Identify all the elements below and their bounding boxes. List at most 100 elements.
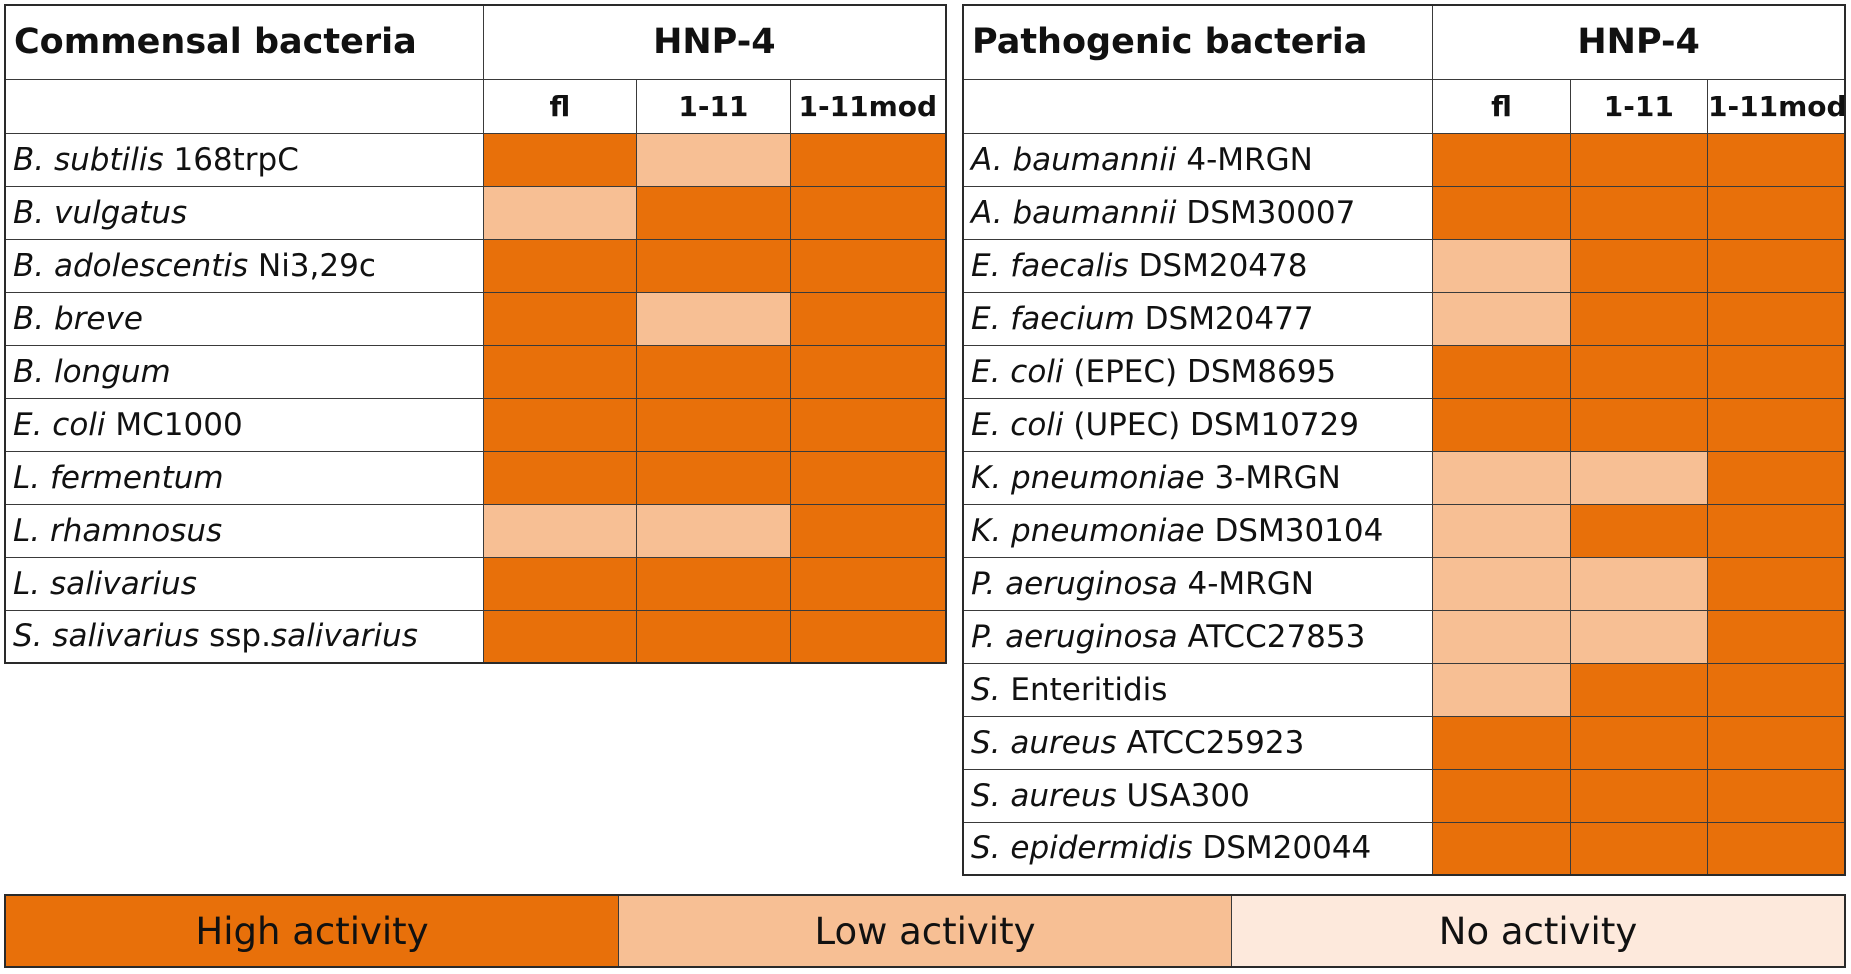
table-row: E. coli (UPEC) DSM10729: [962, 397, 1846, 452]
species-name: E. faecalis: [971, 247, 1129, 284]
heat-cell: [482, 556, 638, 611]
heat-cell: [789, 185, 947, 240]
table-row: E. faecium DSM20477: [962, 291, 1846, 346]
strain-name: 168trpC: [173, 141, 299, 178]
heat-cell: [1569, 609, 1709, 664]
strain-name: DSM30007: [1186, 194, 1356, 231]
bacteria-name: E. coli (EPEC) DSM8695: [962, 344, 1434, 399]
heat-cell: [789, 397, 947, 452]
pathogenic-heatmap-table: Pathogenic bacteria HNP-4 fl 1-11 1-11mo…: [962, 4, 1847, 876]
heat-cell: [1432, 238, 1571, 293]
table-row: K. pneumoniae 3-MRGN: [962, 450, 1846, 505]
table-row: S. salivarius ssp.salivarius: [4, 609, 947, 664]
commensal-col-1-11mod: 1-11mod: [789, 78, 947, 134]
strain-name: MC1000: [115, 406, 243, 443]
table-row: P. aeruginosa ATCC27853: [962, 609, 1846, 664]
bacteria-name: A. baumannii DSM30007: [962, 185, 1434, 240]
strain-name: DSM20478: [1138, 247, 1308, 284]
heat-cell: [1569, 291, 1709, 346]
table-row: L. rhamnosus: [4, 503, 947, 558]
species-name: L. rhamnosus: [13, 512, 223, 549]
species-name: A. baumannii: [971, 194, 1177, 231]
heat-cell: [1569, 503, 1709, 558]
species-name: S. epidermidis: [971, 830, 1193, 867]
table-row: E. coli (EPEC) DSM8695: [962, 344, 1846, 399]
heat-cell: [789, 132, 947, 187]
heat-cell: [1707, 662, 1846, 717]
species-name: B. breve: [13, 300, 143, 337]
table-row: P. aeruginosa 4-MRGN: [962, 556, 1846, 611]
heat-cell: [1569, 821, 1709, 876]
bacteria-name: E. coli (UPEC) DSM10729: [962, 397, 1434, 452]
heat-cell: [1432, 609, 1571, 664]
heat-cell: [1707, 238, 1846, 293]
species-name: B. vulgatus: [13, 194, 188, 231]
bacteria-name: A. baumannii 4-MRGN: [962, 132, 1434, 187]
bacteria-name: B. breve: [4, 291, 484, 346]
heat-cell: [482, 238, 638, 293]
heat-cell: [1569, 344, 1709, 399]
bacteria-name: E. faecium DSM20477: [962, 291, 1434, 346]
heat-cell: [1432, 291, 1571, 346]
heat-cell: [636, 291, 791, 346]
species-name: P. aeruginosa: [971, 618, 1178, 655]
table-row: B. longum: [4, 344, 947, 399]
heat-cell: [1432, 715, 1571, 770]
bacteria-name: B. adolescentis Ni3,29c: [4, 238, 484, 293]
heat-cell: [789, 503, 947, 558]
strain-name: ATCC27853: [1187, 618, 1366, 655]
table-row: B. vulgatus: [4, 185, 947, 240]
strain-name: 4-MRGN: [1186, 141, 1313, 178]
heat-cell: [636, 238, 791, 293]
table-row: A. baumannii DSM30007: [962, 185, 1846, 240]
table-row: S. aureus ATCC25923: [962, 715, 1846, 770]
heat-cell: [1707, 450, 1846, 505]
species-name: K. pneumoniae: [971, 459, 1205, 496]
heat-cell: [482, 609, 638, 664]
heat-cell: [1432, 662, 1571, 717]
heat-cell: [789, 238, 947, 293]
heat-cell: [789, 450, 947, 505]
heat-cell: [482, 185, 638, 240]
heat-cell: [789, 556, 947, 611]
heat-cell: [1432, 132, 1571, 187]
heat-cell: [482, 450, 638, 505]
heat-cell: [1569, 185, 1709, 240]
heat-cell: [1432, 768, 1571, 823]
commensal-peptide-header: HNP-4: [482, 4, 947, 80]
heat-cell: [482, 132, 638, 187]
bacteria-name: S. aureus USA300: [962, 768, 1434, 823]
pathogenic-peptide-header: HNP-4: [1432, 4, 1846, 80]
bacteria-name: B. longum: [4, 344, 484, 399]
strain-name: Enteritidis: [1010, 671, 1168, 708]
heat-cell: [1569, 715, 1709, 770]
pathogenic-col-1-11: 1-11: [1569, 78, 1709, 134]
heat-cell: [636, 344, 791, 399]
table-row: K. pneumoniae DSM30104: [962, 503, 1846, 558]
strain-name: 4-MRGN: [1187, 565, 1314, 602]
heat-cell: [1569, 768, 1709, 823]
table-row: B. adolescentis Ni3,29c: [4, 238, 947, 293]
heat-cell: [1432, 821, 1571, 876]
heat-cell: [1432, 450, 1571, 505]
bacteria-name: S. epidermidis DSM20044: [962, 821, 1434, 876]
table-row: B. breve: [4, 291, 947, 346]
heat-cell: [1432, 344, 1571, 399]
heat-cell: [1707, 768, 1846, 823]
heat-cell: [1707, 185, 1846, 240]
table-row: A. baumannii 4-MRGN: [962, 132, 1846, 187]
species-name: S. aureus: [971, 777, 1117, 814]
activity-legend: High activity Low activity No activity: [4, 894, 1846, 968]
table-row: S. epidermidis DSM20044: [962, 821, 1846, 876]
table-row: B. subtilis 168trpC: [4, 132, 947, 187]
heat-cell: [1707, 503, 1846, 558]
bacteria-name: E. coli MC1000: [4, 397, 484, 452]
heat-cell: [636, 609, 791, 664]
species-name: P. aeruginosa: [971, 565, 1178, 602]
heat-cell: [636, 185, 791, 240]
heat-cell: [1707, 821, 1846, 876]
heat-cell: [1707, 344, 1846, 399]
bacteria-name: P. aeruginosa 4-MRGN: [962, 556, 1434, 611]
heat-cell: [1432, 503, 1571, 558]
commensal-header-blank: [4, 78, 484, 134]
